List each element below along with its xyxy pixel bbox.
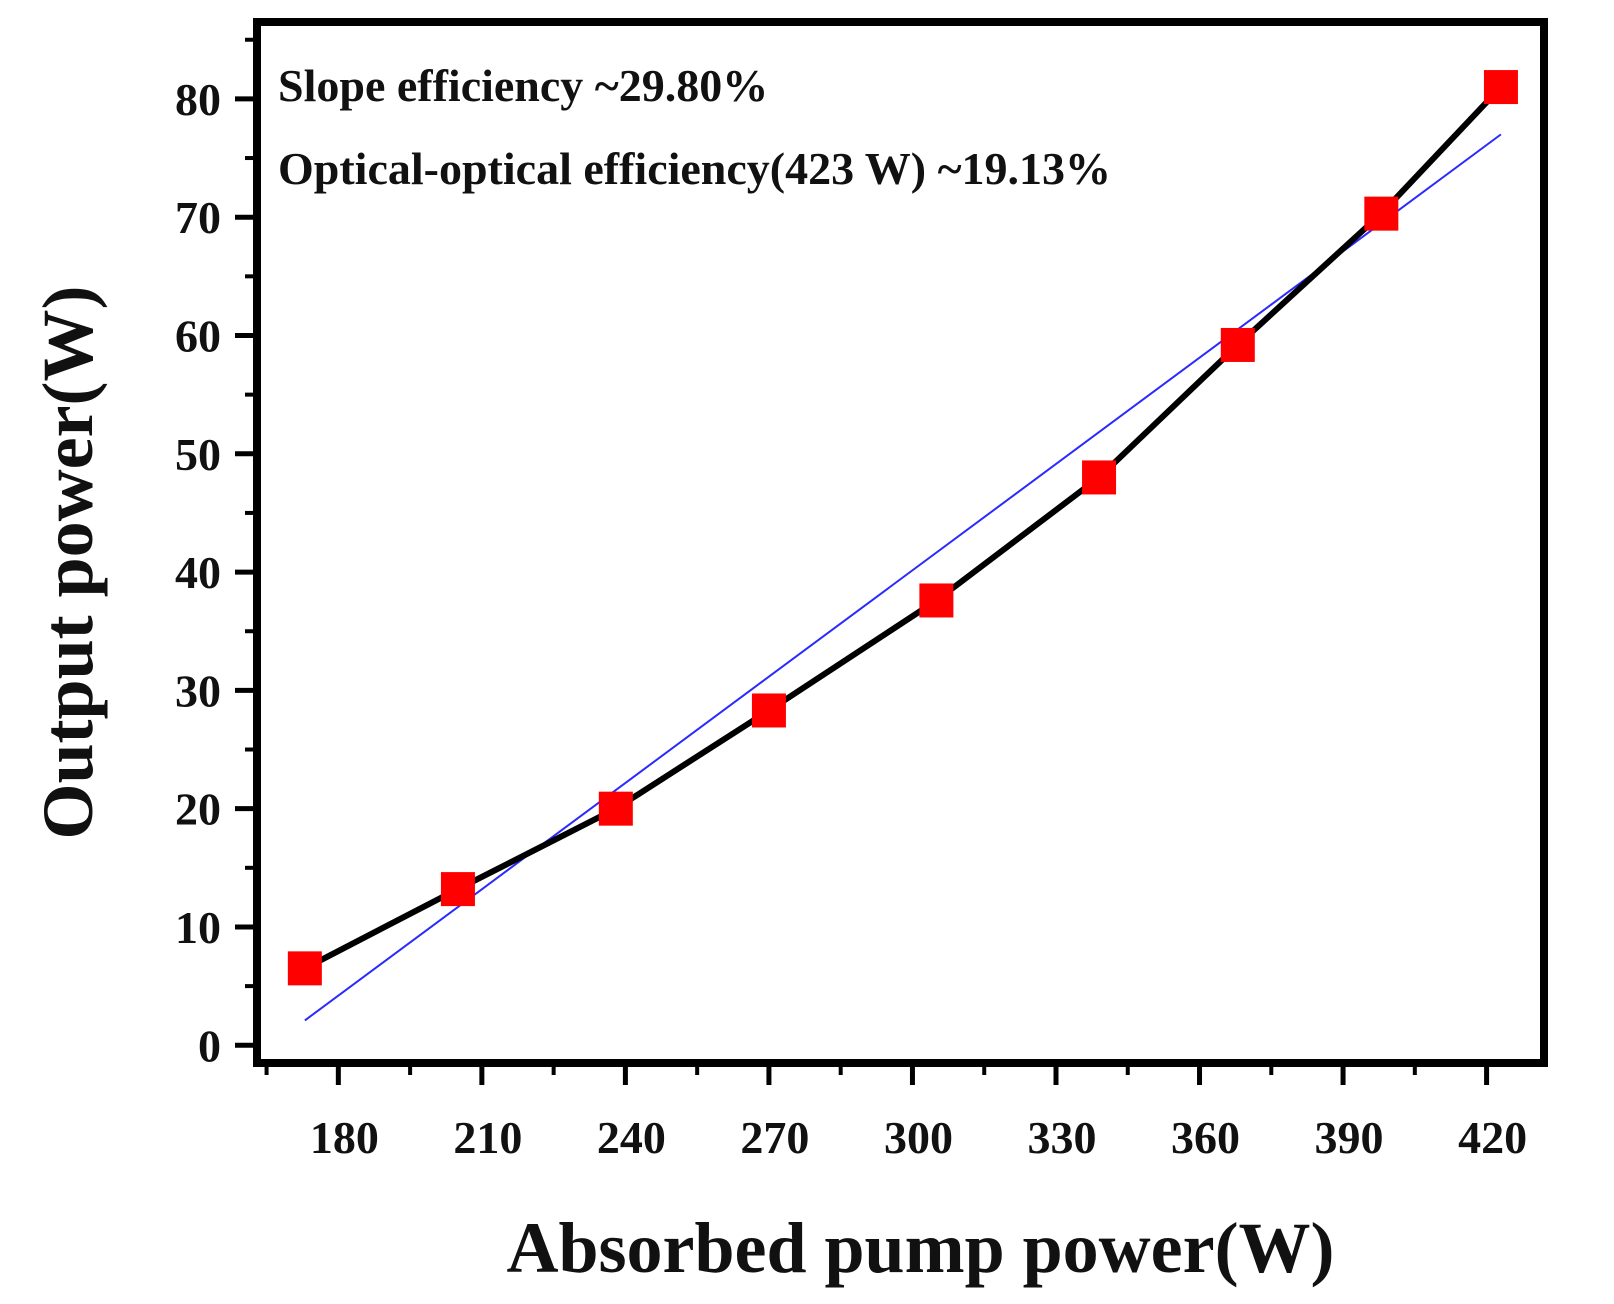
data-point-marker [1483, 70, 1518, 105]
linear-fit-line [304, 133, 1502, 1022]
frame-layer [253, 18, 1548, 1067]
x-tick-label: 240 [597, 1112, 666, 1163]
x-tick-label: 300 [884, 1112, 953, 1163]
ticks-layer: 0 10 20 30 40 50 60 70 80 180 210 240 270 300 330 360 39… [175, 37, 1527, 1163]
y-axis-title: Output power(W) [28, 286, 108, 840]
y-tick-label: 30 [175, 665, 221, 716]
data-point-marker [1220, 327, 1255, 362]
text-layer: Slope efficiency ~29.80% Optical-optical… [28, 60, 1335, 1288]
plot-frame [253, 18, 1548, 1067]
data-line-layer [301, 84, 1504, 972]
data-series-line [301, 84, 1504, 972]
data-point-marker [919, 583, 954, 618]
y-tick-label: 60 [175, 310, 221, 361]
y-tick-label: 80 [175, 74, 221, 125]
x-tick-label: 210 [453, 1112, 522, 1163]
y-tick-label: 10 [175, 902, 221, 953]
data-point-marker [598, 791, 633, 826]
x-tick-label: 180 [310, 1112, 379, 1163]
x-axis-title: Absorbed pump power(W) [506, 1208, 1334, 1288]
y-tick-label: 70 [175, 192, 221, 243]
x-tick-label: 270 [740, 1112, 809, 1163]
fit-layer [304, 133, 1502, 1022]
data-point-marker [287, 951, 322, 986]
y-tick-label: 20 [175, 784, 221, 835]
x-tick-label: 390 [1315, 1112, 1384, 1163]
markers-layer [287, 70, 1518, 986]
y-tick-label: 40 [175, 547, 221, 598]
data-point-marker [1082, 460, 1117, 495]
x-tick-label: 420 [1458, 1112, 1527, 1163]
x-tick-label: 360 [1171, 1112, 1240, 1163]
data-point-marker [751, 693, 786, 728]
x-tick-label: 330 [1027, 1112, 1096, 1163]
data-point-marker [440, 872, 475, 907]
slope-efficiency-annotation: Slope efficiency ~29.80% [278, 60, 768, 111]
y-tick-label: 50 [175, 429, 221, 480]
optical-efficiency-annotation: Optical-optical efficiency(423 W) ~19.13… [278, 143, 1111, 194]
y-tick-label: 0 [198, 1020, 221, 1071]
data-point-marker [1364, 196, 1399, 231]
